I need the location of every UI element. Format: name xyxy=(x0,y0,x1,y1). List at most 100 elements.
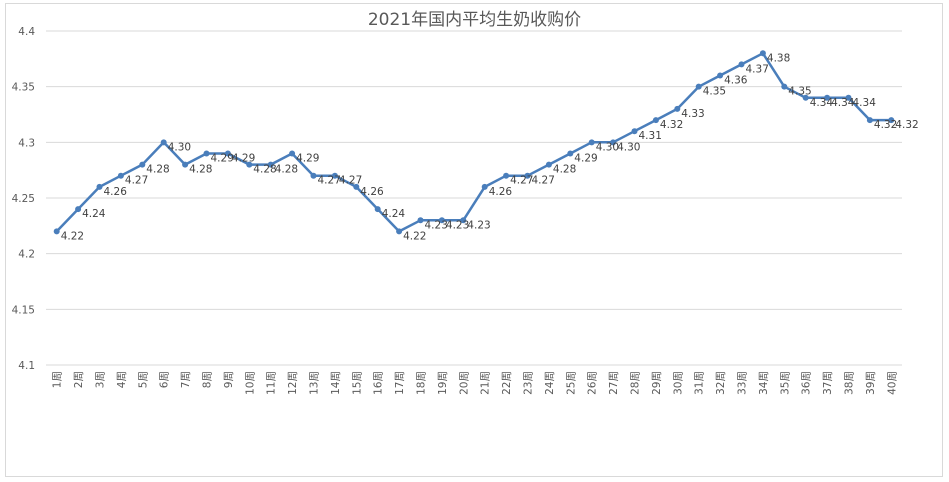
data-point xyxy=(417,217,424,224)
data-label: 4.30 xyxy=(596,141,619,153)
data-point xyxy=(545,161,552,168)
data-label: 4.36 xyxy=(724,75,748,87)
data-point xyxy=(267,161,274,168)
points-layer xyxy=(53,50,895,235)
x-tick-label: 20周 xyxy=(458,371,470,395)
data-label: 4.27 xyxy=(318,175,341,187)
x-tick-label: 2周 xyxy=(73,371,85,388)
gridlines xyxy=(46,30,902,366)
data-point xyxy=(695,83,702,90)
data-point xyxy=(759,50,766,57)
data-label: 4.32 xyxy=(660,119,683,131)
data-point xyxy=(246,161,253,168)
data-label: 4.33 xyxy=(681,108,704,120)
data-label: 4.27 xyxy=(339,175,362,187)
data-point xyxy=(802,94,809,101)
x-tick-label: 13周 xyxy=(309,371,321,395)
data-label: 4.32 xyxy=(874,119,897,131)
data-label: 4.27 xyxy=(510,175,533,187)
data-label: 4.32 xyxy=(895,119,918,131)
x-axis-ticks: 1周 2周 3周 4周 5周 6周 7周 8周 9周 10周 11周 12周 13周 14周 15周 16周 1… xyxy=(52,371,899,395)
data-label: 4.28 xyxy=(146,164,169,176)
data-point xyxy=(845,94,852,101)
x-tick-label: 3周 xyxy=(95,371,107,388)
x-tick-label: 23周 xyxy=(523,371,535,395)
x-tick-label: 15周 xyxy=(351,371,363,395)
data-label: 4.34 xyxy=(853,97,877,109)
x-tick-label: 38周 xyxy=(844,371,856,395)
data-point xyxy=(438,217,445,224)
data-point xyxy=(224,150,231,157)
data-point xyxy=(610,139,617,146)
x-tick-label: 33周 xyxy=(737,371,749,395)
data-point xyxy=(503,172,510,179)
x-tick-label: 9周 xyxy=(223,371,235,388)
x-tick-label: 26周 xyxy=(587,371,599,395)
data-label: 4.27 xyxy=(125,175,148,187)
y-tick-label: 4.2 xyxy=(18,249,35,261)
data-point xyxy=(567,150,574,157)
x-tick-label: 7周 xyxy=(180,371,192,388)
data-point xyxy=(53,228,60,235)
x-tick-label: 22周 xyxy=(501,371,513,395)
data-label: 4.35 xyxy=(788,86,811,98)
x-tick-label: 34周 xyxy=(758,371,770,395)
y-tick-label: 4.1 xyxy=(18,360,35,372)
chart-title: 2021年国内平均生奶收购价 xyxy=(367,10,582,30)
data-point xyxy=(117,172,124,179)
data-point xyxy=(203,150,210,157)
data-label: 4.23 xyxy=(425,219,448,231)
x-tick-label: 24周 xyxy=(544,371,556,395)
data-point xyxy=(353,183,360,190)
data-label: 4.22 xyxy=(403,230,426,242)
x-tick-label: 1周 xyxy=(52,371,64,388)
series-layer xyxy=(55,52,892,233)
x-tick-label: 32周 xyxy=(715,371,727,395)
series-line xyxy=(55,52,892,233)
y-tick-label: 4.25 xyxy=(12,193,35,205)
data-label: 4.29 xyxy=(211,152,234,164)
x-tick-label: 8周 xyxy=(202,371,214,388)
x-tick-label: 27周 xyxy=(608,371,620,395)
data-point xyxy=(588,139,595,146)
data-point xyxy=(331,172,338,179)
data-point xyxy=(310,172,317,179)
x-tick-label: 5周 xyxy=(137,371,149,388)
data-label: 4.23 xyxy=(446,219,469,231)
y-tick-label: 4.3 xyxy=(18,137,35,149)
y-tick-label: 4.15 xyxy=(12,304,35,316)
data-point xyxy=(524,172,531,179)
x-tick-label: 10周 xyxy=(244,371,256,395)
chart-frame xyxy=(5,3,943,477)
data-point xyxy=(738,61,745,68)
data-point xyxy=(396,228,403,235)
data-label: 4.26 xyxy=(489,186,513,198)
x-tick-label: 16周 xyxy=(373,371,385,395)
x-tick-label: 36周 xyxy=(801,371,813,395)
data-point xyxy=(717,72,724,79)
data-label: 4.24 xyxy=(82,208,106,220)
data-label: 4.34 xyxy=(831,97,855,109)
data-label: 4.28 xyxy=(189,164,212,176)
data-point xyxy=(888,117,895,124)
data-label: 4.28 xyxy=(553,164,576,176)
data-label: 4.24 xyxy=(382,208,406,220)
x-tick-label: 37周 xyxy=(822,371,834,395)
x-tick-label: 11周 xyxy=(266,371,278,395)
x-tick-label: 4周 xyxy=(116,371,128,388)
y-tick-label: 4.35 xyxy=(12,82,35,94)
data-label: 4.29 xyxy=(296,152,319,164)
data-point xyxy=(866,117,873,124)
data-label: 4.27 xyxy=(532,175,555,187)
x-tick-label: 40周 xyxy=(886,371,898,395)
x-tick-label: 18周 xyxy=(416,371,428,395)
data-point xyxy=(139,161,146,168)
x-tick-label: 6周 xyxy=(159,371,171,388)
data-label: 4.30 xyxy=(617,141,640,153)
x-tick-label: 12周 xyxy=(287,371,299,395)
data-point xyxy=(781,83,788,90)
data-point xyxy=(160,139,167,146)
data-label: 4.28 xyxy=(253,164,276,176)
y-axis-ticks: 4.1 4.15 4.2 4.25 4.3 4.35 4.4 xyxy=(12,26,36,372)
data-labels-layer: 4.224.244.264.274.284.304.284.294.294.28… xyxy=(61,52,919,242)
